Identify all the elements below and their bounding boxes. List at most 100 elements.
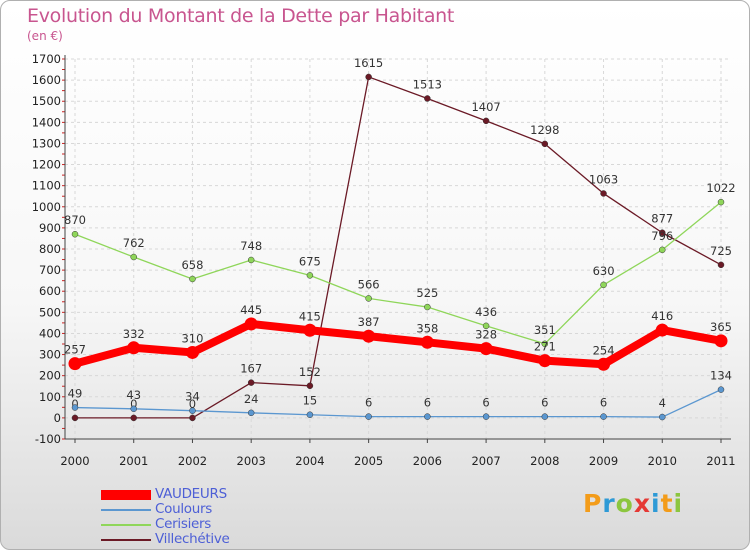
legend-item-cerisiers: Cerisiers — [101, 517, 230, 532]
data-point-vaudeurs — [714, 334, 728, 348]
data-label-vaudeurs: 310 — [181, 331, 203, 345]
data-point-vaudeurs — [127, 341, 141, 355]
data-label-vaudeurs: 416 — [651, 309, 673, 323]
data-label-villechetive: 1615 — [354, 56, 383, 70]
y-tick-label: 300 — [39, 348, 61, 362]
chart-subtitle: (en €) — [27, 29, 63, 43]
data-point-cerisiers — [306, 272, 314, 279]
data-label-vaudeurs: 415 — [299, 309, 321, 323]
logo-letter: o — [615, 489, 634, 518]
data-point-coulours — [600, 413, 607, 420]
y-tick-label: 1600 — [32, 73, 61, 87]
data-label-vaudeurs: 271 — [534, 340, 556, 354]
data-point-coulours — [306, 411, 314, 418]
proxiti-logo: Proxiti — [583, 489, 683, 518]
data-point-coulours — [130, 405, 137, 413]
x-tick-label: 2009 — [589, 454, 618, 468]
data-point-villechetive — [424, 95, 431, 102]
legend-swatch-coulours — [101, 508, 151, 511]
data-label-coulours: 49 — [68, 387, 83, 401]
data-point-villechetive — [365, 73, 372, 81]
data-label-villechetive: 1298 — [530, 123, 559, 137]
data-label-cerisiers: 1022 — [706, 181, 735, 195]
data-label-villechetive: 0 — [71, 397, 78, 411]
data-label-coulours: 24 — [244, 392, 259, 406]
data-point-vaudeurs — [185, 345, 199, 359]
data-label-coulours: 6 — [424, 396, 431, 410]
data-label-cerisiers: 525 — [416, 286, 438, 300]
data-label-vaudeurs: 254 — [593, 343, 615, 357]
data-label-villechetive: 1513 — [413, 77, 442, 91]
data-point-cerisiers — [424, 303, 431, 311]
data-label-coulours: 4 — [659, 396, 666, 410]
data-point-cerisiers — [130, 253, 137, 261]
data-label-villechetive: 167 — [240, 362, 262, 376]
data-label-villechetive: 0 — [130, 397, 137, 411]
series-line-villechetive — [75, 76, 722, 419]
y-tick-label: 1000 — [32, 200, 61, 214]
data-label-coulours: 15 — [303, 394, 318, 408]
y-tick-label: 1300 — [32, 136, 61, 150]
x-tick-label: 2011 — [706, 454, 735, 468]
data-point-villechetive — [482, 117, 490, 125]
data-point-vaudeurs — [68, 357, 82, 371]
legend-label-coulours: Coulours — [155, 501, 212, 517]
data-point-villechetive — [717, 261, 725, 269]
data-point-cerisiers — [482, 322, 490, 330]
data-label-villechetive: 0 — [189, 397, 196, 411]
data-label-cerisiers: 658 — [181, 258, 203, 272]
data-point-villechetive — [189, 414, 196, 422]
data-point-coulours — [541, 413, 549, 420]
x-tick-label: 2005 — [354, 454, 383, 468]
data-label-cerisiers: 630 — [593, 264, 615, 278]
series-line-cerisiers — [74, 201, 722, 345]
data-label-cerisiers: 566 — [358, 277, 380, 291]
legend-label-vaudeurs: VAUDEURS — [155, 486, 227, 502]
data-point-coulours — [365, 413, 372, 420]
y-tick-label: 700 — [39, 263, 61, 277]
x-tick-label: 2003 — [237, 454, 266, 468]
data-label-cerisiers: 762 — [123, 236, 145, 250]
data-point-cerisiers — [247, 256, 255, 264]
data-label-villechetive: 877 — [651, 212, 673, 226]
data-label-vaudeurs: 328 — [475, 328, 497, 342]
data-point-villechetive — [71, 414, 79, 422]
data-point-vaudeurs — [420, 335, 434, 349]
y-tick-label: 200 — [39, 369, 61, 383]
chart-legend: VAUDEURS Coulours Cerisiers Villechétive — [101, 487, 230, 547]
data-label-cerisiers: 351 — [534, 323, 556, 337]
data-point-vaudeurs — [362, 329, 376, 343]
data-label-cerisiers: 675 — [299, 254, 321, 268]
legend-item-coulours: Coulours — [101, 502, 230, 517]
data-point-cerisiers — [71, 230, 79, 238]
data-point-villechetive — [659, 229, 666, 236]
data-point-villechetive — [541, 140, 549, 148]
x-tick-label: 2001 — [119, 454, 148, 468]
data-label-villechetive: 1063 — [589, 172, 618, 186]
y-tick-label: 800 — [39, 242, 61, 256]
x-tick-label: 2008 — [530, 454, 559, 468]
data-label-villechetive: 152 — [299, 365, 321, 379]
data-label-vaudeurs: 387 — [358, 315, 380, 329]
data-label-villechetive: 1407 — [471, 100, 500, 114]
data-label-villechetive: 725 — [710, 244, 732, 258]
data-point-cerisiers — [659, 246, 666, 254]
data-point-villechetive — [600, 190, 607, 197]
chart-title: Evolution du Montant de la Dette par Hab… — [27, 5, 455, 27]
y-tick-label: 900 — [39, 221, 61, 235]
data-label-cerisiers: 748 — [240, 239, 262, 253]
data-label-vaudeurs: 257 — [64, 343, 86, 357]
legend-swatch-villechetive — [101, 538, 151, 541]
y-tick-label: 1500 — [32, 94, 61, 108]
y-tick-label: 400 — [39, 326, 61, 340]
data-point-villechetive — [306, 382, 314, 390]
y-tick-label: 1100 — [32, 179, 61, 193]
data-point-coulours — [659, 413, 666, 421]
x-tick-label: 2010 — [648, 454, 677, 468]
data-point-cerisiers — [600, 281, 607, 289]
y-tick-label: 0 — [54, 411, 61, 425]
data-label-coulours: 6 — [541, 396, 548, 410]
data-point-cerisiers — [541, 340, 549, 348]
x-tick-label: 2002 — [178, 454, 207, 468]
legend-swatch-cerisiers — [101, 523, 151, 526]
